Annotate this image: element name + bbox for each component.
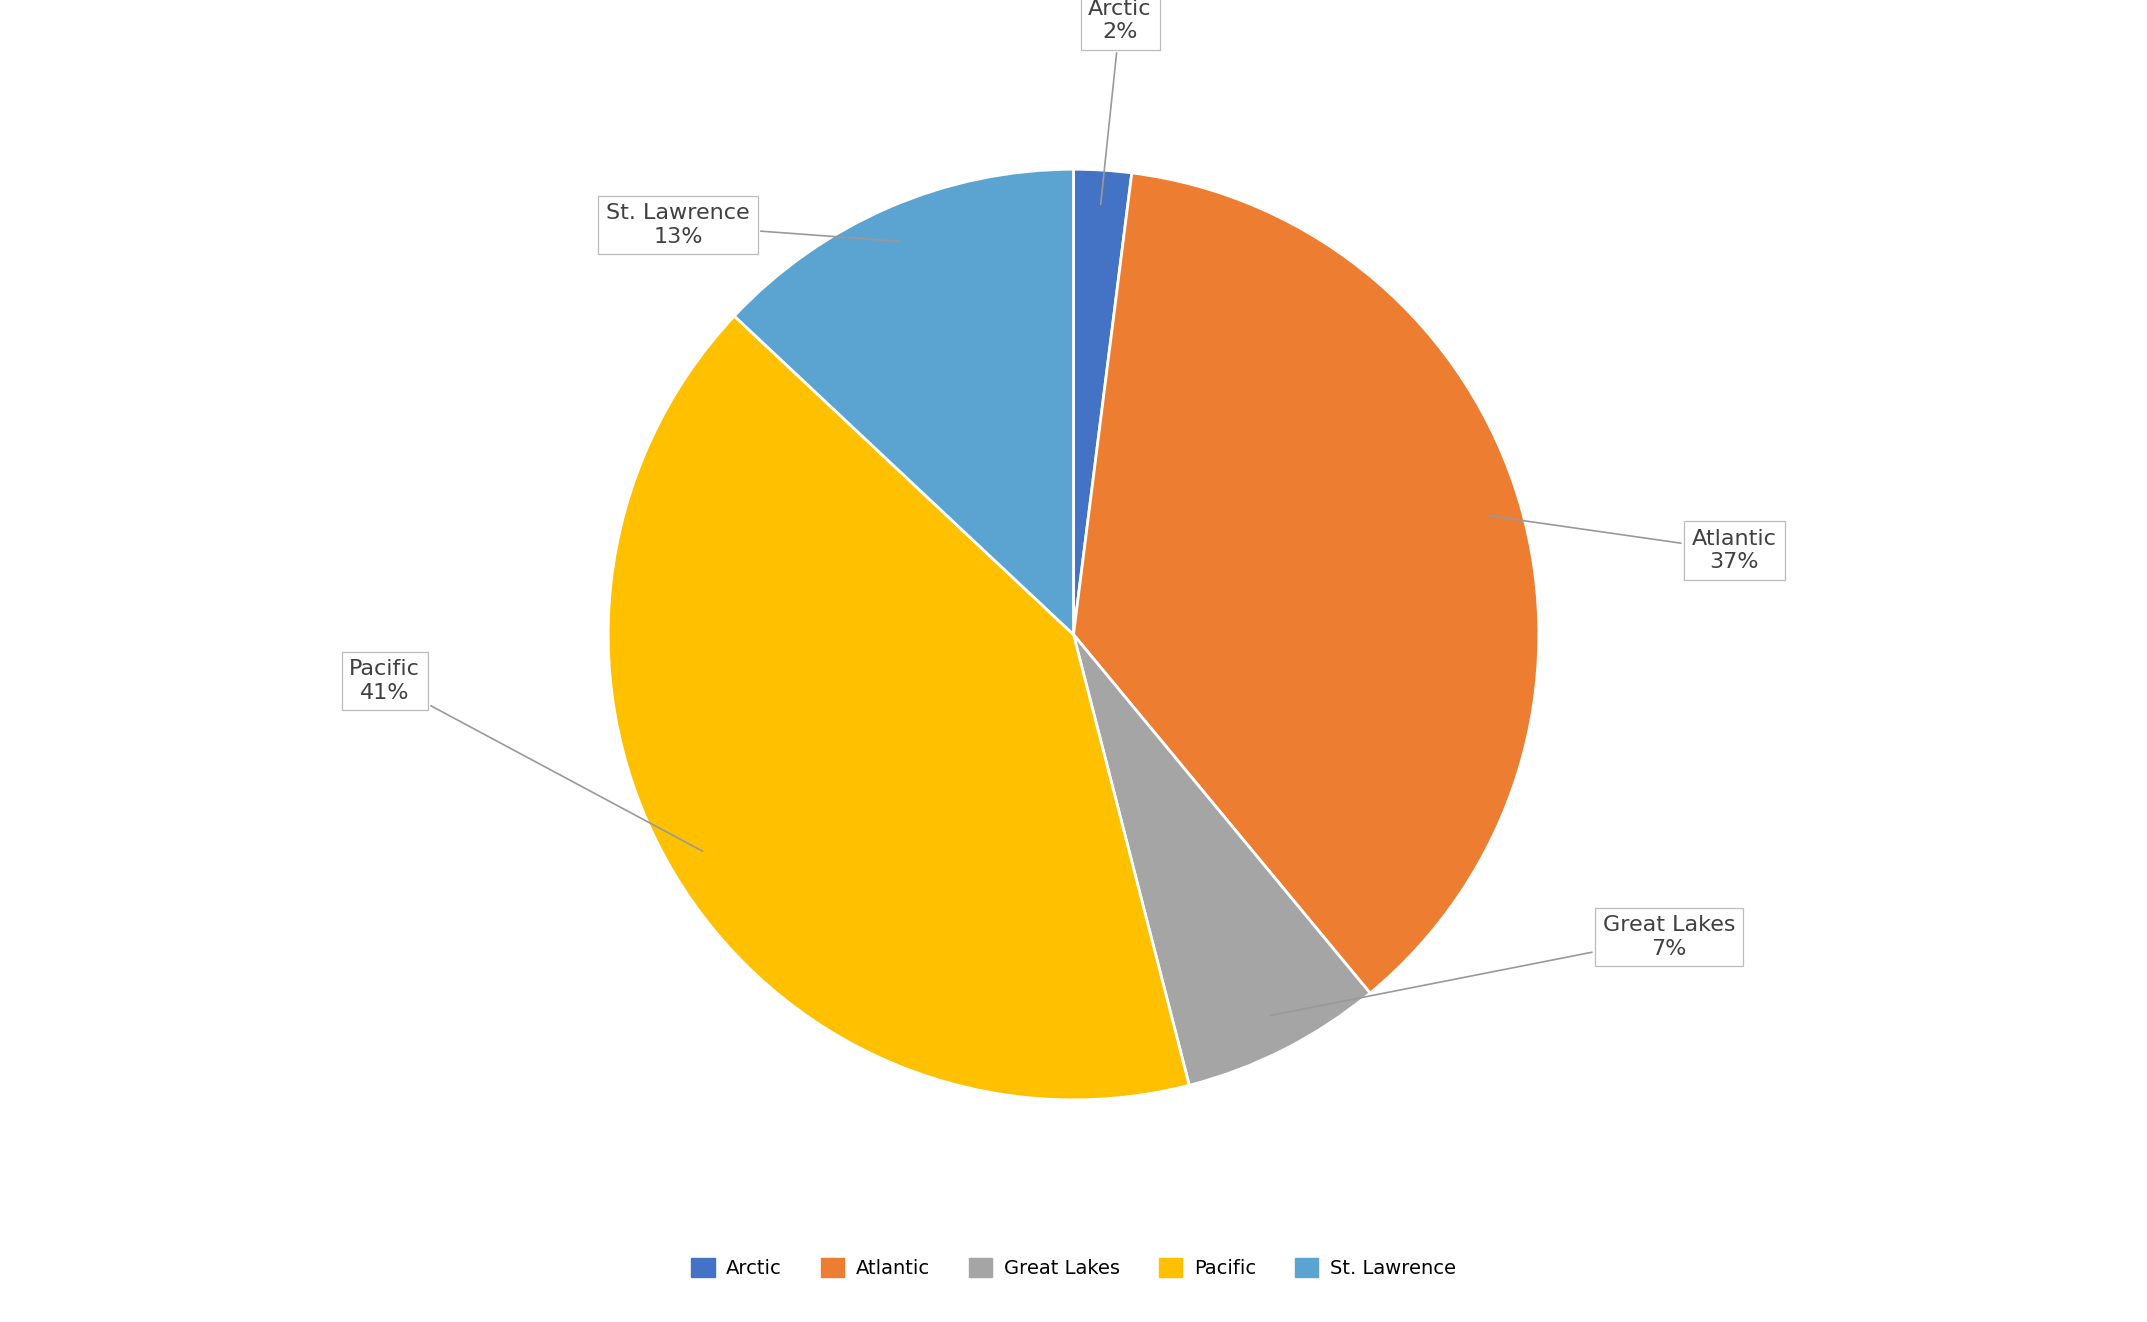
Text: Arctic
2%: Arctic 2%	[1089, 0, 1151, 205]
Wedge shape	[608, 316, 1189, 1100]
Text: Great Lakes
7%: Great Lakes 7%	[1271, 915, 1735, 1015]
Wedge shape	[1074, 635, 1370, 1085]
Text: Atlantic
37%: Atlantic 37%	[1488, 516, 1778, 572]
Text: Pacific
41%: Pacific 41%	[350, 660, 702, 851]
Wedge shape	[1074, 169, 1131, 635]
Wedge shape	[734, 169, 1074, 635]
Wedge shape	[1074, 173, 1539, 993]
Text: St. Lawrence
13%: St. Lawrence 13%	[605, 204, 902, 247]
Legend: Arctic, Atlantic, Great Lakes, Pacific, St. Lawrence: Arctic, Atlantic, Great Lakes, Pacific, …	[683, 1249, 1464, 1286]
